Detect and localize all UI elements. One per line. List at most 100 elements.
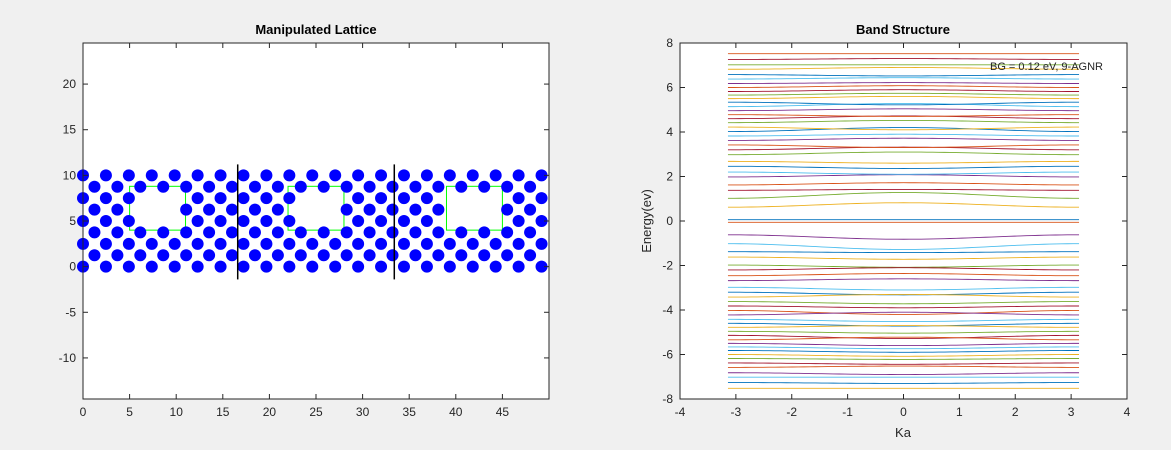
band-line	[727, 346, 1080, 350]
lattice-atom	[157, 249, 170, 262]
lattice-atom	[443, 169, 456, 182]
band-axes-box	[679, 42, 1128, 400]
lattice-atom	[386, 203, 399, 216]
lattice-atom	[134, 180, 147, 193]
lattice-atom	[455, 249, 468, 262]
band-line	[727, 362, 1080, 365]
lattice-atom	[191, 169, 204, 182]
lattice-atom	[512, 237, 525, 250]
lattice-atom	[363, 226, 376, 239]
lattice-atom	[375, 215, 388, 227]
lattice-atom	[524, 249, 537, 262]
lattice-atom	[248, 180, 261, 193]
lattice-atom	[99, 192, 112, 205]
band-line	[727, 318, 1080, 323]
lattice-atom	[214, 215, 227, 227]
lattice-atom	[294, 249, 307, 262]
band-line	[727, 58, 1080, 60]
lattice-atom	[501, 226, 514, 239]
lattice-atom	[420, 260, 433, 273]
lattice-atom	[352, 169, 365, 182]
lattice-atom	[397, 260, 410, 273]
lattice-plot: Manipulated Lattice 0 5 10 15 20 25 30 35 40 45 -…	[59, 22, 550, 419]
lattice-y-tick-label: 5	[69, 214, 76, 228]
band-line	[727, 74, 1080, 77]
lattice-axes-background	[83, 43, 549, 399]
lattice-atom	[306, 237, 319, 250]
lattice-y-tick-label: 20	[63, 77, 77, 91]
band-x-axis-label: Ka	[895, 425, 912, 440]
lattice-atom	[248, 203, 261, 216]
band-y-tick-label: 4	[666, 125, 673, 139]
band-line	[727, 126, 1080, 131]
lattice-x-tick-label: 5	[126, 405, 133, 419]
lattice-atom	[466, 237, 479, 250]
band-line	[727, 77, 1080, 80]
lattice-x-tick-label: 30	[356, 405, 370, 419]
band-line	[727, 350, 1080, 353]
lattice-atom	[122, 237, 135, 250]
band-line	[727, 334, 1080, 339]
band-line	[727, 160, 1080, 164]
lattice-atom	[203, 180, 216, 193]
lattice-atom	[283, 215, 296, 227]
lattice-atom	[386, 249, 399, 262]
band-line	[727, 108, 1080, 112]
lattice-x-ticks: 0 5 10 15 20 25 30 35 40 45	[80, 43, 509, 419]
band-line	[727, 342, 1080, 347]
lattice-x-tick-label: 20	[263, 405, 277, 419]
lattice-y-tick-label: -10	[59, 351, 77, 365]
band-line	[727, 202, 1080, 208]
band-line	[727, 101, 1080, 106]
lattice-atom	[501, 249, 514, 262]
lattice-atom	[237, 215, 250, 227]
lattice-x-tick-label: 15	[216, 405, 230, 419]
lattice-atom	[535, 169, 548, 182]
band-y-tick-label: 8	[666, 36, 673, 50]
band-line	[727, 127, 1080, 132]
band-y-tick-label: -2	[662, 259, 673, 273]
lattice-atom	[214, 237, 227, 250]
lattice-atom	[317, 180, 330, 193]
band-line	[727, 95, 1080, 100]
band-line	[727, 188, 1080, 191]
lattice-atom	[466, 260, 479, 273]
band-x-tick-label: 2	[1012, 405, 1019, 419]
lattice-atom	[478, 226, 491, 239]
lattice-atom	[191, 260, 204, 273]
band-line	[727, 89, 1080, 92]
lattice-atom	[397, 215, 410, 227]
lattice-atom	[271, 203, 284, 216]
band-y-tick-label: -4	[662, 303, 673, 317]
lattice-atom	[111, 226, 124, 239]
lattice-atom	[375, 237, 388, 250]
lattice-atom	[111, 203, 124, 216]
lattice-atom	[294, 180, 307, 193]
lattice-atom	[168, 237, 181, 250]
band-line	[727, 103, 1080, 108]
band-y-tick-label: -6	[662, 348, 673, 362]
lattice-x-tick-label: 0	[80, 405, 87, 419]
lattice-atom	[489, 260, 502, 273]
lattice-atom	[168, 260, 181, 273]
band-line	[727, 286, 1080, 291]
lattice-atom	[271, 226, 284, 239]
band-line	[727, 251, 1080, 254]
lattice-atom	[535, 237, 548, 250]
band-line	[727, 372, 1080, 375]
lattice-atom	[283, 169, 296, 182]
band-line	[727, 151, 1080, 156]
band-line	[727, 171, 1080, 175]
lattice-atom	[260, 192, 273, 205]
lattice-atom	[134, 249, 147, 262]
band-structure-plot: Band Structure BG = 0.12 eV, 9-AGNR -4 -3…	[639, 22, 1131, 440]
band-x-ticks: -4 -3 -2 -1 0 1 2 3 4	[675, 43, 1131, 419]
band-line	[727, 165, 1080, 169]
lattice-atom	[432, 249, 445, 262]
lattice-atom	[352, 192, 365, 205]
band-x-tick-label: -3	[731, 405, 742, 419]
lattice-x-tick-label: 40	[449, 405, 463, 419]
band-line	[727, 182, 1080, 186]
lattice-atom	[306, 169, 319, 182]
